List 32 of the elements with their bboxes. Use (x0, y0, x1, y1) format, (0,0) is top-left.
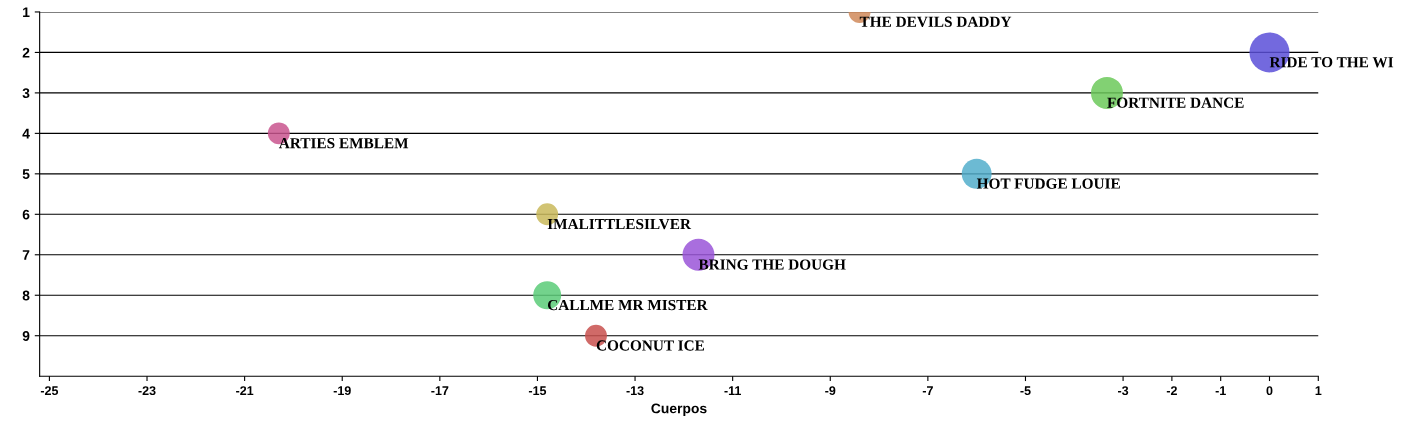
x-tick-label: -9 (825, 386, 836, 396)
x-tick-label: -13 (626, 386, 644, 396)
x-tick-label: -19 (333, 386, 351, 396)
annotation: CALLME MR MISTER (547, 299, 708, 311)
x-tick-label: 0 (1266, 386, 1273, 396)
x-tick-label: -1 (1215, 386, 1226, 395)
y-tick-label: 6 (22, 209, 30, 220)
x-tick-label: -23 (138, 386, 156, 396)
annotation: FORTNITE DANCE (1107, 97, 1244, 108)
x-tick-label: -11 (724, 386, 741, 395)
y-tick-label: 4 (22, 128, 30, 139)
y-tick-label: 8 (22, 290, 30, 301)
y-tick-label: 2 (22, 47, 30, 58)
x-tick-label: -15 (528, 386, 547, 396)
y-tick-label: 5 (22, 169, 30, 180)
annotation: COCONUT ICE (596, 340, 705, 351)
x-tick-label: -2 (1166, 386, 1177, 395)
x-axis-title: Cuerpos (651, 403, 707, 417)
x-tick-label: -17 (431, 386, 449, 395)
x-tick-label: 1 (1315, 386, 1322, 395)
y-tick-label: 9 (22, 331, 30, 341)
y-tick-label: 7 (22, 250, 30, 260)
annotation: IMALITTLESILVER (547, 218, 692, 230)
x-tick-label: -21 (236, 386, 254, 395)
x-tick-label: -5 (1020, 386, 1031, 396)
x-tick-label: -7 (922, 386, 933, 395)
y-tick-label: 3 (22, 88, 30, 99)
x-tick-label: -25 (40, 386, 59, 396)
annotation: THE DEVILS DADDY (859, 16, 1012, 27)
y-tick-label: 1 (23, 7, 30, 17)
annotation: ARTIES EMBLEM (278, 138, 409, 149)
x-tick-label: -3 (1118, 386, 1129, 396)
